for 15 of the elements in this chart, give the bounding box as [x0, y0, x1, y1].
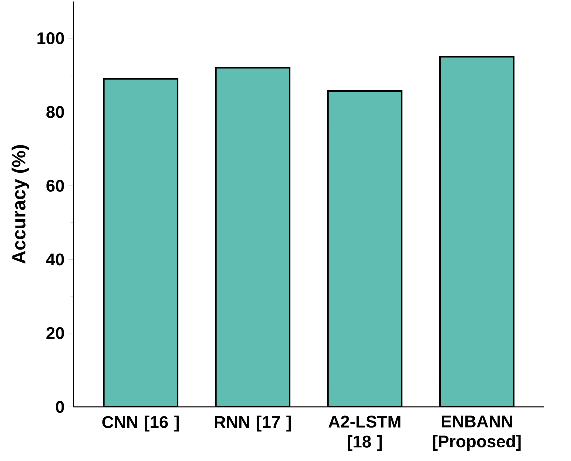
- bar: [440, 56, 515, 408]
- y-tick-label: 40: [46, 254, 64, 266]
- x-tick-label: A2-LSTM [18 ]: [328, 416, 401, 452]
- bar: [327, 90, 403, 408]
- bar: [103, 78, 179, 408]
- y-tick-label: 80: [46, 106, 64, 118]
- y-tick-label: 0: [56, 401, 64, 414]
- x-tick-label: RNN [17 ]: [215, 416, 292, 432]
- bar: [215, 67, 291, 408]
- x-tick-label: ENBANN [Proposed]: [433, 416, 521, 452]
- y-tick-label: 20: [46, 327, 64, 340]
- y-tick-label: 60: [46, 180, 64, 192]
- x-tick-label: CNN [16 ]: [102, 416, 180, 432]
- y-axis-title: Accuracy (%): [12, 145, 30, 264]
- y-tick-label: 100: [38, 32, 64, 45]
